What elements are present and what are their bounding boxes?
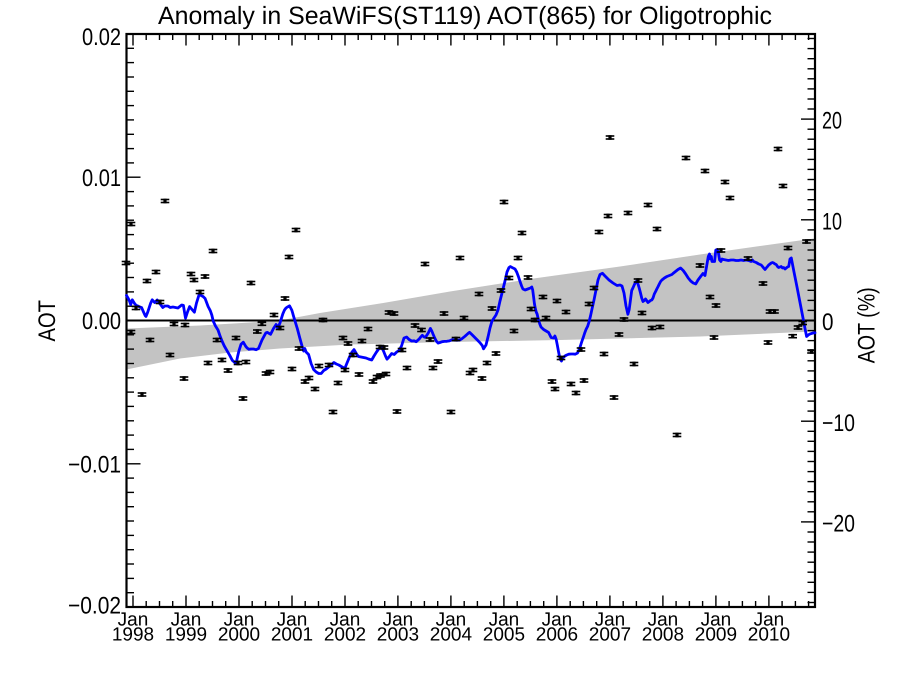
svg-text:2001: 2001: [271, 625, 313, 646]
svg-text:0.01: 0.01: [82, 165, 121, 192]
svg-text:Jan: Jan: [648, 610, 679, 631]
svg-text:0.02: 0.02: [82, 24, 121, 51]
svg-text:AOT (%): AOT (%): [854, 287, 881, 363]
svg-text:Jan: Jan: [489, 610, 520, 631]
svg-text:−0.02: −0.02: [68, 593, 121, 620]
svg-text:0.00: 0.00: [82, 308, 121, 335]
svg-text:2010: 2010: [748, 625, 790, 646]
svg-text:Jan: Jan: [330, 610, 361, 631]
svg-text:Jan: Jan: [595, 610, 626, 631]
svg-text:Jan: Jan: [754, 610, 785, 631]
svg-text:Jan: Jan: [436, 610, 467, 631]
svg-text:Jan: Jan: [277, 610, 308, 631]
svg-text:2004: 2004: [430, 625, 473, 646]
svg-text:Anomaly in SeaWiFS(ST119) AOT(: Anomaly in SeaWiFS(ST119) AOT(865) for O…: [158, 2, 772, 30]
svg-text:AOT: AOT: [34, 300, 61, 342]
svg-text:2006: 2006: [536, 625, 578, 646]
svg-text:2005: 2005: [483, 625, 525, 646]
svg-text:−10: −10: [822, 410, 855, 437]
svg-text:2007: 2007: [589, 625, 631, 646]
svg-text:Jan: Jan: [171, 610, 202, 631]
svg-text:2003: 2003: [377, 625, 419, 646]
svg-text:10: 10: [822, 208, 842, 235]
svg-text:2008: 2008: [642, 625, 684, 646]
svg-text:2009: 2009: [695, 625, 737, 646]
svg-text:Jan: Jan: [542, 610, 573, 631]
svg-text:Jan: Jan: [701, 610, 732, 631]
svg-text:−0.01: −0.01: [68, 451, 121, 478]
svg-text:1999: 1999: [165, 625, 207, 646]
svg-text:20: 20: [822, 108, 842, 135]
svg-text:Jan: Jan: [224, 610, 255, 631]
svg-text:1998: 1998: [112, 625, 154, 646]
svg-text:2002: 2002: [324, 625, 366, 646]
svg-text:2000: 2000: [218, 625, 260, 646]
svg-text:0: 0: [822, 309, 834, 336]
svg-text:Jan: Jan: [383, 610, 414, 631]
svg-text:Jan: Jan: [118, 610, 149, 631]
svg-text:−20: −20: [822, 511, 855, 538]
